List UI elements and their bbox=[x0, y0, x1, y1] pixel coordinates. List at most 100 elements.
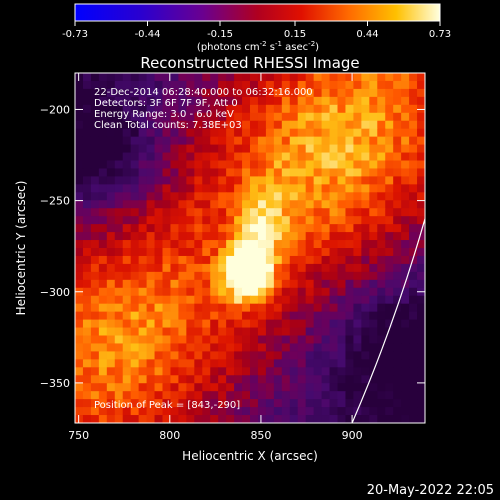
heatmap-cell bbox=[242, 415, 251, 423]
heatmap-cell bbox=[337, 367, 347, 376]
heatmap-cell bbox=[178, 303, 187, 313]
heatmap-cell bbox=[242, 407, 251, 416]
heatmap-cell bbox=[210, 359, 219, 368]
heatmap-cell bbox=[353, 295, 362, 305]
heatmap-cell bbox=[226, 263, 235, 273]
heatmap-cell bbox=[273, 271, 283, 281]
heatmap-cell bbox=[210, 73, 219, 82]
heatmap-cell bbox=[409, 375, 418, 384]
heatmap-cell bbox=[257, 128, 267, 138]
heatmap-cell bbox=[353, 311, 362, 321]
heatmap-cell bbox=[393, 399, 402, 408]
heatmap-cell bbox=[138, 144, 148, 154]
heatmap-cell bbox=[226, 335, 235, 345]
heatmap-cell bbox=[98, 327, 108, 337]
heatmap-cell bbox=[75, 73, 84, 82]
heatmap-cell bbox=[146, 224, 156, 233]
heatmap-cell bbox=[393, 255, 402, 265]
heatmap-cell bbox=[138, 319, 148, 329]
heatmap-cell bbox=[106, 279, 116, 289]
heatmap-cell bbox=[417, 232, 425, 241]
heatmap-cell bbox=[82, 104, 92, 114]
heatmap-cell bbox=[210, 399, 219, 408]
heatmap-cell bbox=[257, 303, 267, 313]
heatmap-cell bbox=[345, 351, 355, 360]
heatmap-cell bbox=[170, 279, 180, 289]
heatmap-cell bbox=[273, 375, 283, 384]
heatmap-cell bbox=[377, 359, 386, 368]
heatmap-cell bbox=[75, 248, 84, 257]
heatmap-cell bbox=[146, 359, 156, 368]
heatmap-cell bbox=[273, 152, 283, 162]
heatmap-cell bbox=[289, 144, 299, 154]
heatmap-cell bbox=[98, 80, 108, 90]
heatmap-cell bbox=[154, 359, 164, 368]
heatmap-cell bbox=[98, 168, 108, 178]
heatmap-cell bbox=[130, 351, 140, 360]
heatmap-cell bbox=[313, 263, 323, 273]
heatmap-cell bbox=[75, 407, 84, 416]
heatmap-cell bbox=[130, 415, 140, 423]
heatmap-cell bbox=[202, 375, 211, 384]
heatmap-cell bbox=[226, 232, 235, 241]
heatmap-cell bbox=[90, 73, 100, 82]
heatmap-cell bbox=[234, 104, 243, 114]
heatmap-cell bbox=[417, 279, 425, 289]
heatmap-cell bbox=[178, 192, 187, 201]
heatmap-cell bbox=[194, 144, 203, 154]
heatmap-cell bbox=[218, 271, 227, 281]
heatmap-cell bbox=[114, 255, 124, 265]
heatmap-cell bbox=[226, 255, 235, 265]
heatmap-cell bbox=[361, 88, 370, 98]
heatmap-cell bbox=[417, 399, 425, 408]
heatmap-cell bbox=[417, 208, 425, 217]
y-tick-label: −300 bbox=[40, 286, 70, 299]
heatmap-cell bbox=[321, 263, 331, 273]
heatmap-cell bbox=[114, 88, 124, 98]
heatmap-cell bbox=[257, 255, 267, 265]
heatmap-cell bbox=[385, 319, 394, 329]
heatmap-cell bbox=[202, 168, 211, 178]
peak-position-label: Position of Peak = [843,-290] bbox=[94, 400, 240, 411]
heatmap-cell bbox=[417, 152, 425, 162]
heatmap-cell bbox=[106, 176, 116, 185]
heatmap-cell bbox=[257, 224, 267, 233]
heatmap-cell bbox=[106, 327, 116, 337]
heatmap-cell bbox=[90, 375, 100, 384]
heatmap-cell bbox=[90, 303, 100, 313]
heatmap-cell bbox=[82, 73, 92, 82]
heatmap-cell bbox=[250, 375, 259, 384]
heatmap-cell bbox=[345, 112, 355, 122]
heatmap-cell bbox=[170, 240, 180, 249]
heatmap-cell bbox=[369, 255, 378, 265]
heatmap-cell bbox=[250, 144, 259, 154]
heatmap-cell bbox=[210, 200, 219, 209]
heatmap-cell bbox=[409, 192, 418, 201]
heatmap-cell bbox=[98, 295, 108, 305]
heatmap-cell bbox=[146, 73, 156, 82]
heatmap-cell bbox=[210, 152, 219, 162]
heatmap-cell bbox=[257, 383, 267, 392]
heatmap-cell bbox=[313, 104, 323, 114]
heatmap-cell bbox=[106, 399, 116, 408]
heatmap-cell bbox=[98, 319, 108, 329]
heatmap-cell bbox=[106, 271, 116, 281]
heatmap-cell bbox=[82, 383, 92, 392]
heatmap-cell bbox=[194, 160, 203, 170]
colorbar-tick-label: 0.44 bbox=[356, 29, 378, 40]
heatmap-cell bbox=[138, 200, 148, 209]
heatmap-cell bbox=[154, 73, 164, 82]
heatmap-cell bbox=[337, 73, 347, 82]
heatmap-cell bbox=[313, 120, 323, 130]
heatmap-cell bbox=[186, 120, 195, 130]
heatmap-cell bbox=[234, 96, 243, 106]
heatmap-cell bbox=[82, 152, 92, 162]
heatmap-cell bbox=[178, 184, 187, 193]
heatmap-cell bbox=[242, 391, 251, 400]
heatmap-cell bbox=[154, 383, 164, 392]
heatmap-cell bbox=[242, 343, 251, 353]
heatmap-cell bbox=[305, 335, 315, 345]
heatmap-cell bbox=[234, 160, 243, 170]
heatmap-cell bbox=[409, 303, 418, 313]
heatmap-cell bbox=[218, 415, 227, 423]
